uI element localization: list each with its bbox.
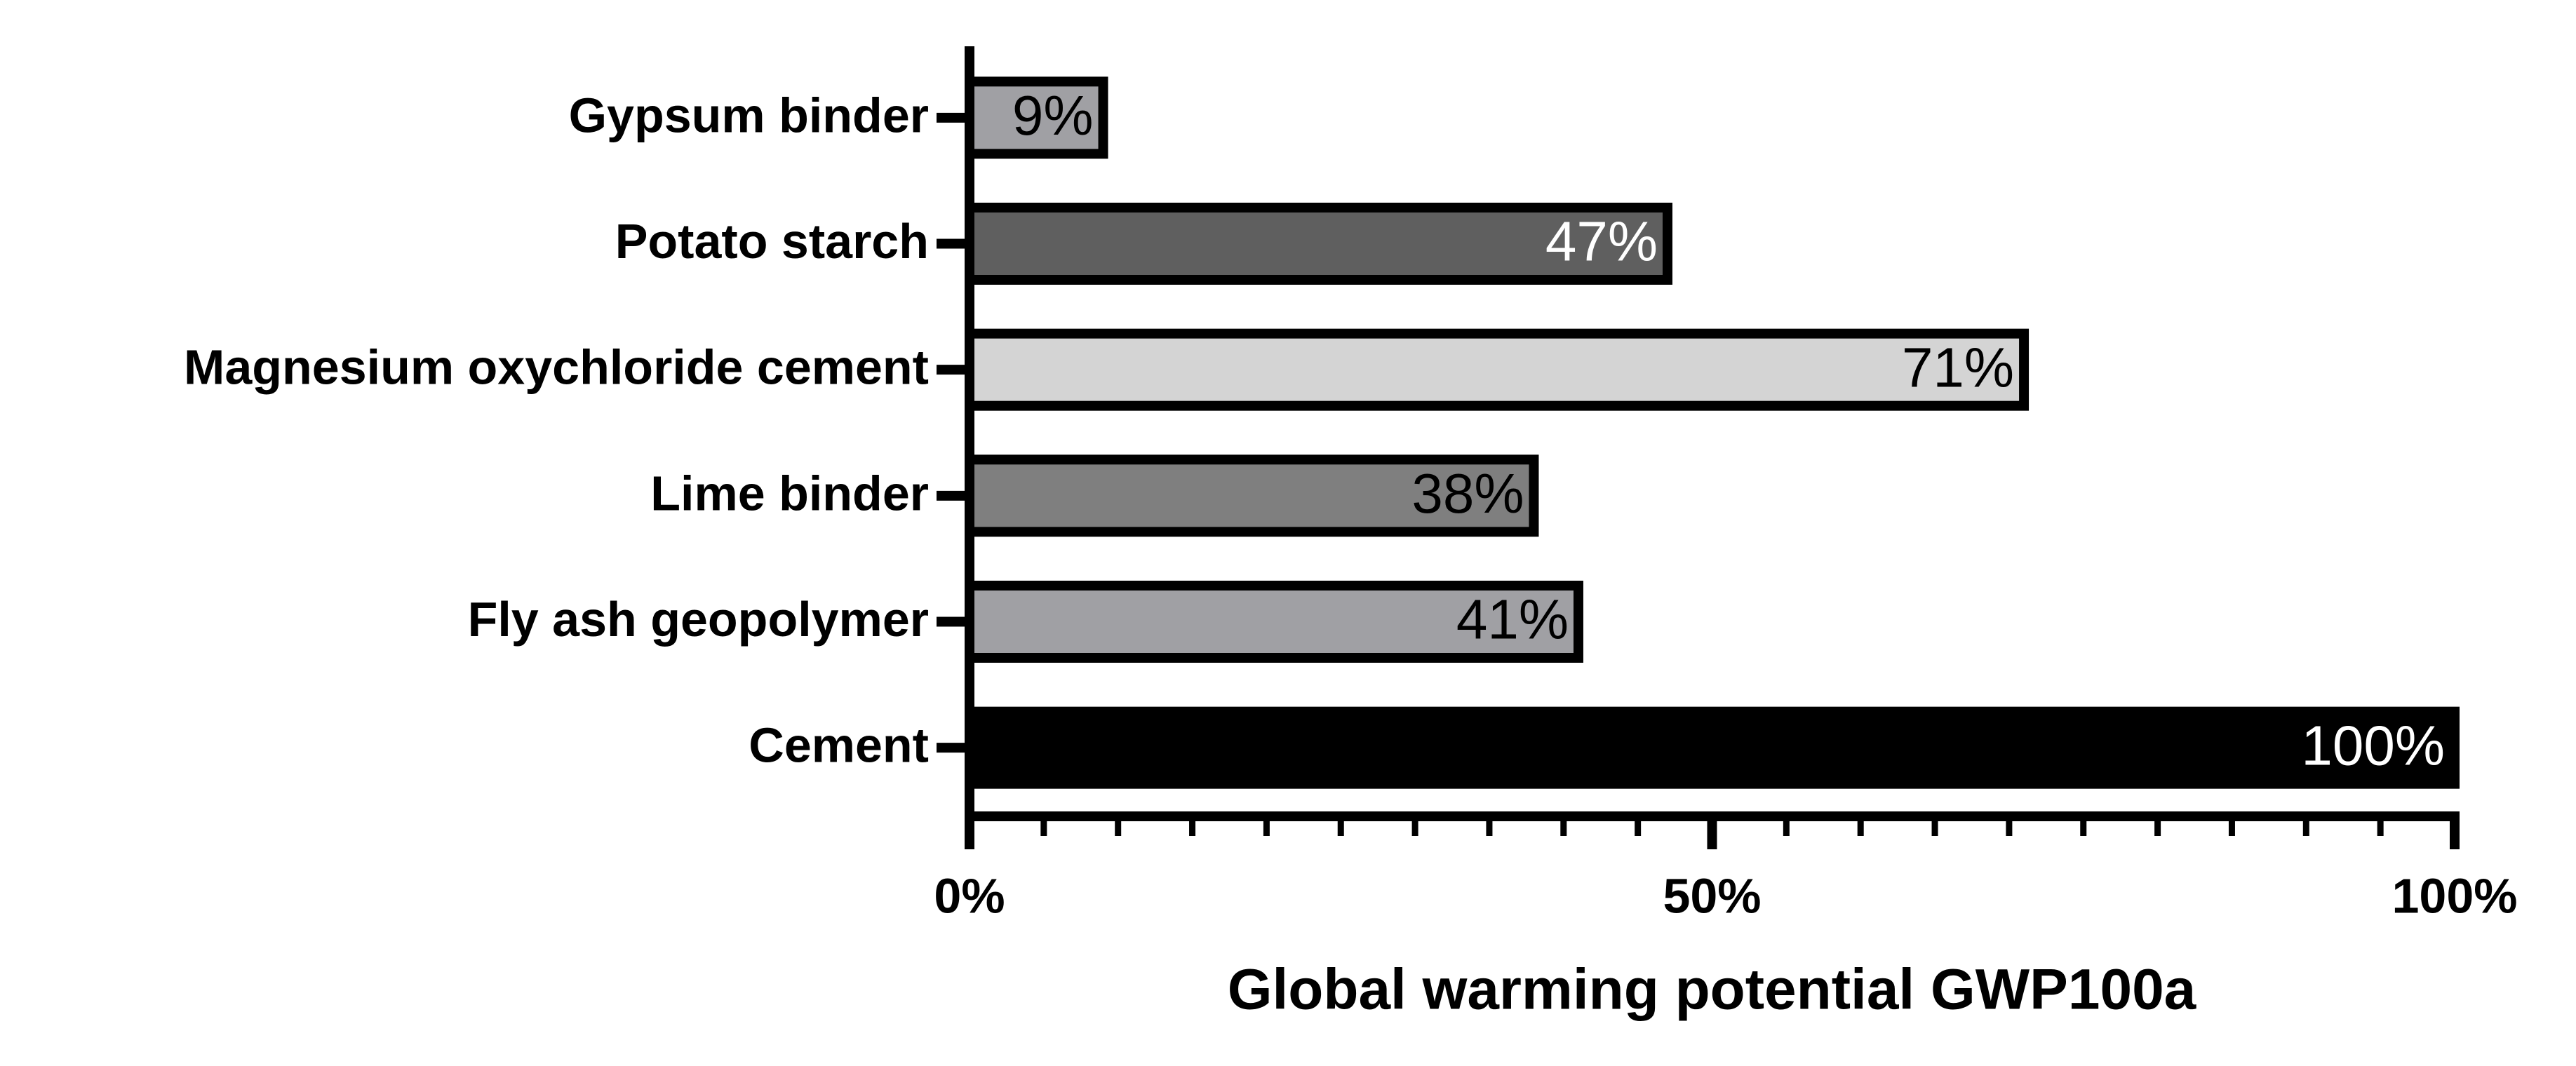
y-tick-label: Magnesium oxychloride cement (184, 340, 929, 395)
value-label: 41% (1456, 588, 1569, 651)
y-tick-label: Potato starch (615, 214, 929, 269)
value-label: 100% (2301, 714, 2445, 776)
value-label: 38% (1411, 462, 1524, 525)
x-tick-label: 100% (2391, 868, 2517, 923)
x-tick-label: 0% (934, 868, 1005, 923)
bar (965, 706, 2460, 789)
y-tick-label: Gypsum binder (569, 88, 929, 142)
y-tick-label: Lime binder (650, 466, 929, 520)
x-axis-title: Global warming potential GWP100a (1228, 958, 2197, 1022)
y-tick-label: Cement (749, 718, 929, 773)
value-label: 71% (1902, 336, 2014, 398)
bar (965, 328, 2030, 411)
y-tick-label: Fly ash geopolymer (468, 592, 929, 647)
value-label: 9% (1012, 84, 1094, 147)
value-label: 47% (1545, 210, 1658, 273)
x-tick-label: 50% (1663, 868, 1761, 923)
